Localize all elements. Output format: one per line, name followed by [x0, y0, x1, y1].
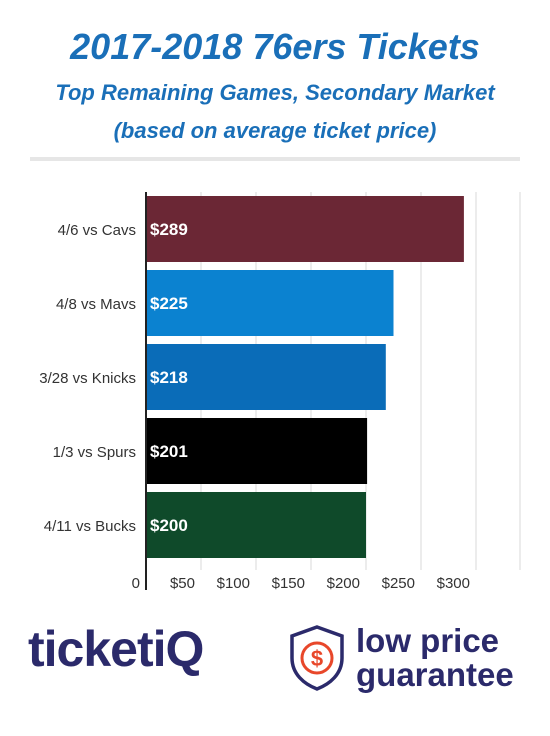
badge-line-2: guarantee	[356, 656, 514, 693]
bar-2	[146, 344, 386, 410]
chart-subtitle: Top Remaining Games, Secondary Market	[55, 80, 495, 105]
data-label-2: $218	[150, 368, 188, 387]
badge-line-1: low price	[356, 622, 500, 659]
category-label-1: 4/8 vs Mavs	[56, 296, 136, 313]
bar-chart: $289 4/6 vs Cavs $225 4/8 vs Mavs $218 3/28 v…	[39, 192, 521, 592]
shield-dollar-symbol: $	[311, 646, 323, 671]
category-label-2: 3/28 vs Knicks	[39, 370, 136, 387]
x-tick-label-0: 0	[132, 575, 140, 592]
category-label-4: 4/11 vs Bucks	[44, 518, 136, 535]
data-label-3: $201	[150, 442, 188, 461]
x-tick-label-100: $100	[217, 575, 250, 592]
header-divider	[30, 157, 520, 161]
data-label-0: $289	[150, 220, 188, 239]
chart-title: 2017-2018 76ers Tickets	[70, 26, 480, 67]
x-tick-label-300: $300	[437, 575, 470, 592]
ticketiq-logo: ticketiQ	[28, 620, 205, 678]
data-label-1: $225	[150, 294, 188, 313]
x-tick-label-150: $150	[272, 575, 305, 592]
bar-3	[146, 418, 368, 484]
ticketiq-logo-iq: iQ	[152, 621, 205, 677]
x-tick-label-200: $200	[327, 575, 360, 592]
category-label-0: 4/6 vs Cavs	[58, 222, 136, 239]
bar-0	[146, 196, 464, 262]
ticketiq-logo-ticket: ticket	[28, 621, 154, 677]
low-price-guarantee-text: low price guarantee	[356, 624, 514, 692]
category-label-3: 1/3 vs Spurs	[53, 444, 136, 461]
bar-1	[146, 270, 394, 336]
bar-4	[146, 492, 366, 558]
footer-logos: ticketiQ $ low price guarantee	[0, 610, 550, 700]
chart-subtitle-note: (based on average ticket price)	[113, 118, 437, 143]
shield-dollar-icon: $	[290, 625, 344, 691]
x-tick-label-50: $50	[170, 575, 195, 592]
x-tick-label-250: $250	[382, 575, 415, 592]
data-label-4: $200	[150, 516, 188, 535]
